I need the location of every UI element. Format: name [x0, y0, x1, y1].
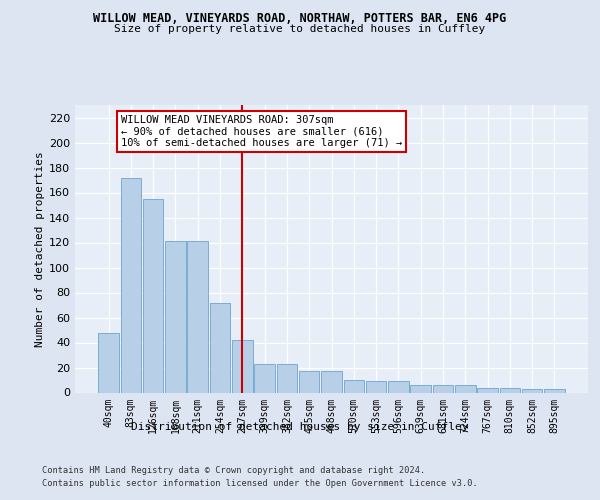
- Bar: [477, 388, 498, 392]
- Text: Contains public sector information licensed under the Open Government Licence v3: Contains public sector information licen…: [42, 479, 478, 488]
- Bar: [187, 242, 208, 392]
- Bar: [321, 371, 342, 392]
- Bar: [98, 332, 119, 392]
- Bar: [299, 371, 319, 392]
- Bar: [366, 381, 386, 392]
- Bar: [232, 340, 253, 392]
- Bar: [165, 242, 186, 392]
- Bar: [410, 385, 431, 392]
- Text: WILLOW MEAD, VINEYARDS ROAD, NORTHAW, POTTERS BAR, EN6 4PG: WILLOW MEAD, VINEYARDS ROAD, NORTHAW, PO…: [94, 12, 506, 26]
- Bar: [277, 364, 297, 392]
- Text: Distribution of detached houses by size in Cuffley: Distribution of detached houses by size …: [131, 422, 469, 432]
- Bar: [254, 364, 275, 392]
- Text: Size of property relative to detached houses in Cuffley: Size of property relative to detached ho…: [115, 24, 485, 34]
- Bar: [143, 198, 163, 392]
- Bar: [500, 388, 520, 392]
- Y-axis label: Number of detached properties: Number of detached properties: [35, 151, 45, 346]
- Bar: [433, 385, 453, 392]
- Text: Contains HM Land Registry data © Crown copyright and database right 2024.: Contains HM Land Registry data © Crown c…: [42, 466, 425, 475]
- Bar: [344, 380, 364, 392]
- Bar: [522, 389, 542, 392]
- Bar: [544, 389, 565, 392]
- Text: WILLOW MEAD VINEYARDS ROAD: 307sqm
← 90% of detached houses are smaller (616)
10: WILLOW MEAD VINEYARDS ROAD: 307sqm ← 90%…: [121, 115, 402, 148]
- Bar: [121, 178, 141, 392]
- Bar: [388, 381, 409, 392]
- Bar: [455, 385, 476, 392]
- Bar: [210, 302, 230, 392]
